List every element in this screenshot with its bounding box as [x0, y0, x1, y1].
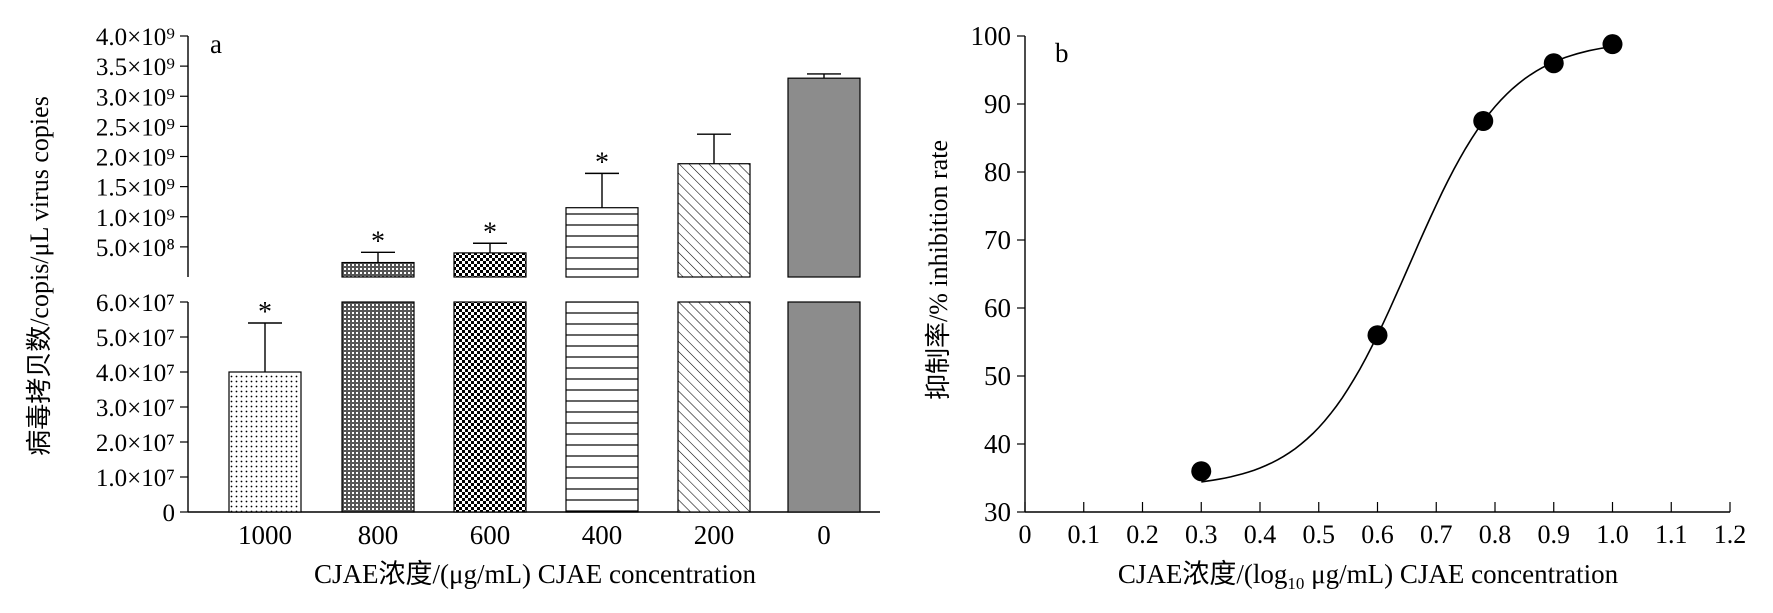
- x-axis-title: CJAE浓度/(μg/mL) CJAE concentration: [314, 559, 756, 589]
- y-tick-label: 80: [984, 157, 1011, 187]
- significance-marker: *: [483, 217, 497, 248]
- y-tick-label-upper: 4.0×10⁹: [96, 24, 175, 51]
- bar-upper-segment: [453, 252, 527, 278]
- bar-lower-segment: [453, 301, 527, 513]
- data-point: [1191, 461, 1212, 482]
- y-tick-label-upper: 1.5×10⁹: [96, 175, 175, 202]
- y-tick-label: 70: [984, 225, 1011, 255]
- y-tick-label-lower: 6.0×10⁷: [96, 290, 175, 317]
- significance-marker: *: [371, 226, 385, 257]
- y-axis-title: 抑制率/% inhibition rate: [924, 140, 953, 400]
- y-tick-label: 90: [984, 89, 1011, 119]
- y-tick-label-upper: 3.5×10⁹: [96, 54, 175, 81]
- bar-upper-segment: [677, 163, 751, 278]
- x-axis-title: CJAE浓度/(log10 μg/mL) CJAE concentration: [1118, 559, 1619, 593]
- y-tick-label-lower: 4.0×10⁷: [96, 360, 175, 387]
- bar-upper-segment: [341, 261, 415, 278]
- panel-label-b: b: [1055, 38, 1069, 68]
- y-tick-label-lower: 3.0×10⁷: [96, 395, 175, 422]
- y-tick-label: 100: [971, 21, 1012, 51]
- significance-marker: *: [258, 297, 272, 328]
- x-tick-label: 0: [1019, 520, 1032, 549]
- y-tick-label-upper: 1.0×10⁹: [96, 205, 175, 232]
- y-tick-label: 50: [984, 361, 1011, 391]
- x-tick-label: 600: [470, 520, 511, 550]
- x-axis-title-part: μg/mL) CJAE concentration: [1304, 559, 1618, 589]
- bar-upper-segment: [787, 77, 861, 278]
- significance-marker: *: [595, 147, 609, 178]
- x-tick-label: 0.5: [1303, 520, 1336, 549]
- x-tick-label: 0.7: [1420, 520, 1453, 549]
- fit-curve: [1201, 45, 1613, 483]
- x-tick-label: 400: [582, 520, 623, 550]
- panel-a-bar-chart: 0 1.0×10⁷ 2.0×10⁷ 3.0×10⁷ 4.0×10⁷ 5.0×10⁷ 6.0×…: [25, 24, 880, 589]
- y-tick-label-lower: 2.0×10⁷: [96, 430, 175, 457]
- data-point: [1473, 111, 1494, 131]
- y-tick-label-upper: 2.5×10⁹: [96, 114, 175, 141]
- panel-b-scatter-chart: 30 40 50 60 70 80 90 100 0 0.1 0.2 0.3 0.4 0.5 0.6 0.7 0…: [924, 21, 1746, 593]
- y-tick-label-lower: 5.0×10⁷: [96, 325, 175, 352]
- y-axis-title: 病毒拷贝数/copis/μL virus copies: [25, 96, 54, 456]
- data-point: [1367, 325, 1388, 346]
- y-tick-label: 40: [984, 429, 1011, 459]
- y-tick-label: 30: [984, 497, 1011, 527]
- bar-upper-segment: [565, 207, 639, 278]
- bar: [228, 371, 302, 513]
- bar-lower-segment: [787, 301, 861, 513]
- x-tick-label: 0.9: [1538, 520, 1571, 549]
- y-tick-label-upper: 5.0×10⁸: [96, 235, 175, 262]
- data-point: [1602, 34, 1623, 55]
- bar-lower-segment: [677, 301, 751, 513]
- x-tick-label: 0.6: [1361, 520, 1394, 549]
- x-tick-label: 800: [358, 520, 399, 550]
- data-point: [1543, 53, 1564, 74]
- x-tick-label: 0.8: [1479, 520, 1512, 549]
- y-tick-label-upper: 2.0×10⁹: [96, 145, 175, 172]
- x-axis-title-subscript: 10: [1287, 574, 1304, 593]
- x-tick-label: 1.1: [1655, 520, 1688, 549]
- bar-lower-segment: [341, 301, 415, 513]
- y-tick-label-lower: 1.0×10⁷: [96, 465, 175, 492]
- x-tick-label: 200: [694, 520, 735, 550]
- x-tick-label: 0.3: [1185, 520, 1218, 549]
- x-tick-label: 0.1: [1068, 520, 1101, 549]
- x-tick-label: 0.2: [1126, 520, 1159, 549]
- panel-label-a: a: [210, 29, 222, 59]
- y-tick-label-upper: 3.0×10⁹: [96, 84, 175, 111]
- x-tick-label: 1.2: [1714, 520, 1747, 549]
- y-tick-label: 60: [984, 293, 1011, 323]
- x-tick-label: 0: [817, 520, 831, 550]
- bar-lower-segment: [565, 301, 639, 513]
- y-tick-label-lower: 0: [163, 500, 176, 527]
- x-tick-label: 0.4: [1244, 520, 1277, 549]
- x-tick-label: 1.0: [1596, 520, 1629, 549]
- x-tick-label: 1000: [238, 520, 292, 550]
- x-axis-title-part: CJAE浓度/(log: [1118, 559, 1288, 589]
